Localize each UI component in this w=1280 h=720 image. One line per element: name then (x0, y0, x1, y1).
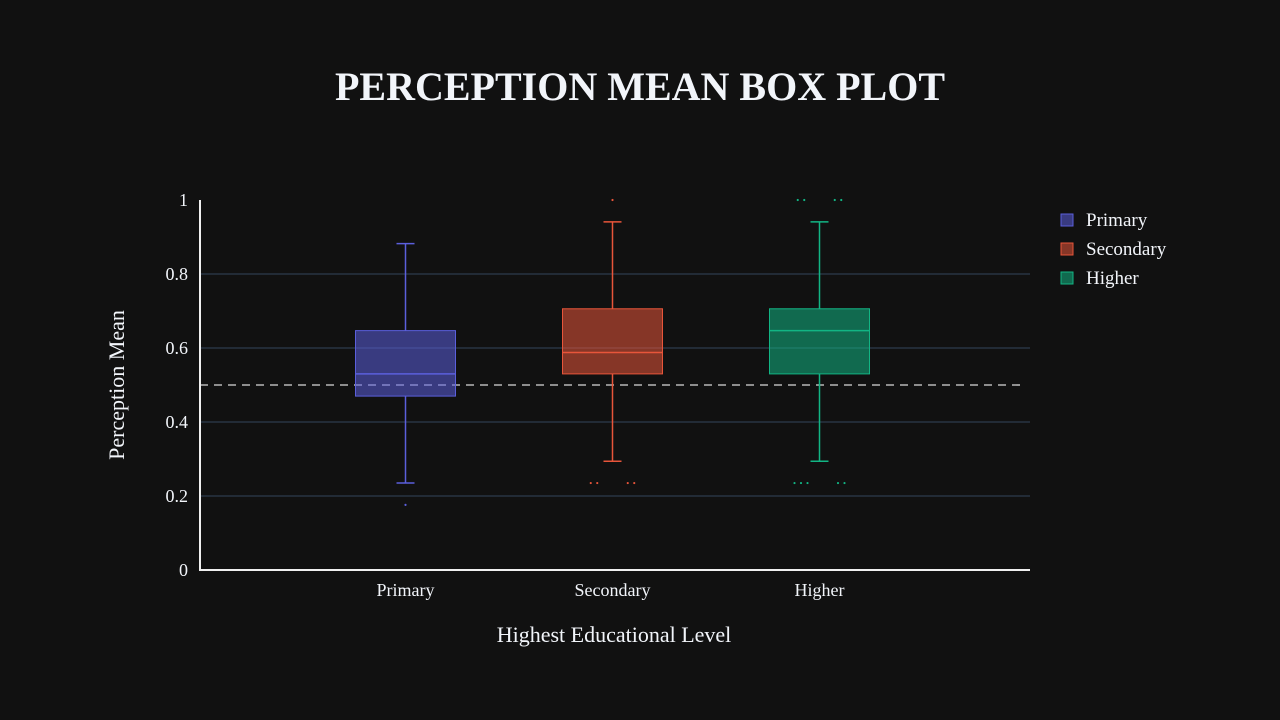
legend-label: Higher (1086, 268, 1139, 289)
outlier-point (589, 481, 592, 485)
outlier-point (803, 198, 806, 202)
outlier-point (796, 198, 799, 202)
legend-item-secondary[interactable]: Secondary (1060, 239, 1167, 260)
legend-swatch (1060, 242, 1074, 256)
box-secondary (562, 198, 663, 485)
y-axis-title: Perception Mean (104, 310, 129, 460)
x-tick-label: Secondary (575, 580, 651, 600)
outlier-point (840, 198, 843, 202)
legend-item-primary[interactable]: Primary (1060, 210, 1148, 231)
legend[interactable]: Primary Secondary Higher (1060, 210, 1167, 289)
outlier-point (611, 198, 614, 202)
box-series-group (355, 198, 870, 506)
outlier-point (596, 481, 599, 485)
outlier-point (799, 481, 803, 485)
outlier-point (806, 481, 809, 485)
legend-item-higher[interactable]: Higher (1060, 268, 1139, 289)
chart-title: PERCEPTION MEAN BOX PLOT (335, 64, 945, 109)
axes (199, 200, 1030, 571)
y-tick-label: 0 (179, 560, 188, 580)
tick-labels: 0 0.2 0.4 0.6 0.8 1 Primary Secondary Higher (166, 190, 845, 600)
legend-swatch (1060, 213, 1074, 227)
legend-label: Secondary (1086, 239, 1167, 260)
box-iqr (355, 330, 456, 397)
outlier-point (626, 481, 629, 485)
y-tick-label: 0.4 (166, 412, 189, 432)
legend-swatch (1060, 271, 1074, 285)
y-tick-label: 0.2 (166, 486, 189, 506)
outlier-point (836, 481, 840, 485)
outlier-point (633, 481, 636, 485)
box-primary (355, 242, 456, 506)
box-higher (769, 198, 870, 485)
outlier-point (833, 198, 836, 202)
outlier-point (843, 481, 846, 485)
y-tick-label: 1 (179, 190, 188, 210)
x-tick-label: Higher (795, 580, 845, 600)
outlier-point (404, 503, 407, 506)
x-axis-title: Highest Educational Level (497, 622, 732, 647)
x-tick-label: Primary (377, 580, 435, 600)
y-tick-label: 0.8 (166, 264, 189, 284)
legend-label: Primary (1086, 210, 1148, 231)
box-iqr (769, 308, 870, 375)
y-tick-label: 0.6 (166, 338, 189, 358)
outlier-point (793, 481, 796, 485)
box-iqr (562, 308, 663, 375)
